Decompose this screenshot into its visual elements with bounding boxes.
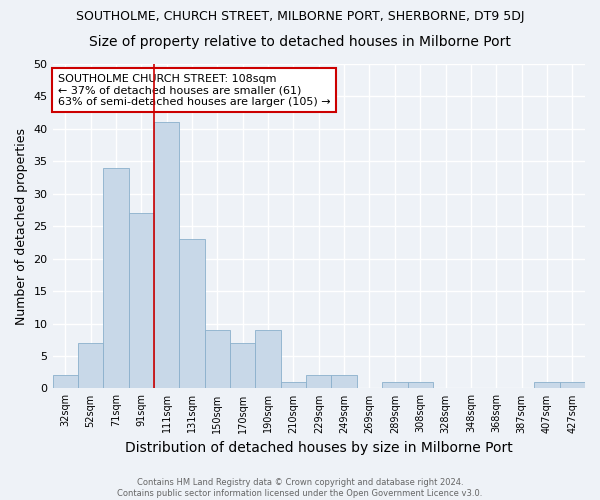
X-axis label: Distribution of detached houses by size in Milborne Port: Distribution of detached houses by size … (125, 441, 512, 455)
Bar (53, 376, 78, 388)
Bar (205, 330, 230, 388)
Bar (179, 239, 205, 388)
Bar (534, 382, 560, 388)
Text: SOUTHOLME, CHURCH STREET, MILBORNE PORT, SHERBORNE, DT9 5DJ: SOUTHOLME, CHURCH STREET, MILBORNE PORT,… (76, 10, 524, 23)
Y-axis label: Number of detached properties: Number of detached properties (15, 128, 28, 324)
Bar (256, 330, 281, 388)
Bar (331, 376, 357, 388)
Bar (382, 382, 407, 388)
Bar (128, 213, 154, 388)
Bar (78, 343, 103, 388)
Bar (103, 168, 128, 388)
Bar (281, 382, 306, 388)
Bar (306, 376, 331, 388)
Bar (407, 382, 433, 388)
Bar (230, 343, 256, 388)
Bar (154, 122, 179, 388)
Bar (560, 382, 585, 388)
Text: Size of property relative to detached houses in Milborne Port: Size of property relative to detached ho… (89, 35, 511, 49)
Text: SOUTHOLME CHURCH STREET: 108sqm
← 37% of detached houses are smaller (61)
63% of: SOUTHOLME CHURCH STREET: 108sqm ← 37% of… (58, 74, 331, 107)
Text: Contains HM Land Registry data © Crown copyright and database right 2024.
Contai: Contains HM Land Registry data © Crown c… (118, 478, 482, 498)
